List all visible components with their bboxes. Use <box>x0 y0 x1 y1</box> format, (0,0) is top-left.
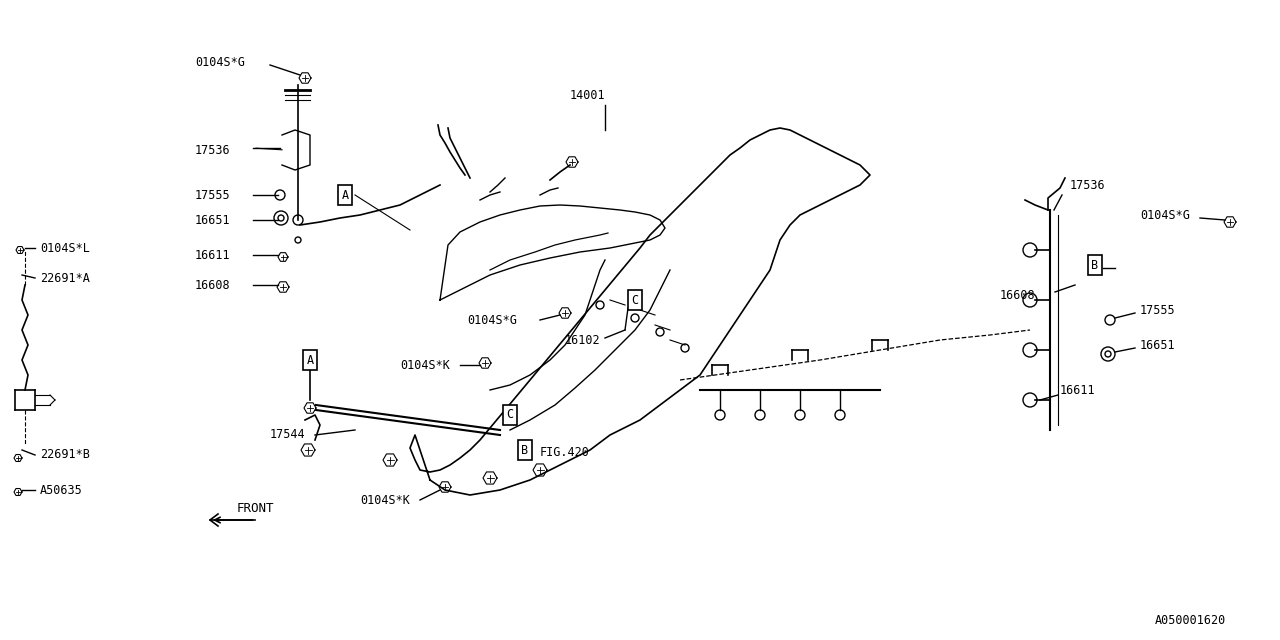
Text: 0104S*G: 0104S*G <box>1140 209 1190 221</box>
Text: FIG.420: FIG.420 <box>540 447 590 460</box>
Text: 16651: 16651 <box>1140 339 1175 351</box>
Text: A: A <box>306 353 314 367</box>
Text: 22691*B: 22691*B <box>40 449 90 461</box>
Text: 16611: 16611 <box>1060 383 1096 397</box>
Text: C: C <box>631 294 639 307</box>
Text: 22691*A: 22691*A <box>40 271 90 285</box>
Text: C: C <box>507 408 513 422</box>
Text: 0104S*L: 0104S*L <box>40 241 90 255</box>
Text: 17544: 17544 <box>270 429 306 442</box>
Text: 0104S*G: 0104S*G <box>195 56 244 68</box>
Text: 16651: 16651 <box>195 214 230 227</box>
Text: 0104S*G: 0104S*G <box>467 314 517 326</box>
Text: 16102: 16102 <box>564 333 600 346</box>
Text: 14001: 14001 <box>570 88 605 102</box>
Text: B: B <box>521 444 529 456</box>
Text: B: B <box>1092 259 1098 271</box>
Text: FRONT: FRONT <box>237 502 274 515</box>
Text: 17555: 17555 <box>1140 303 1175 317</box>
Text: 17536: 17536 <box>1070 179 1106 191</box>
Text: 16608: 16608 <box>1000 289 1036 301</box>
Text: 17536: 17536 <box>195 143 230 157</box>
Text: 0104S*K: 0104S*K <box>401 358 449 371</box>
Text: 16611: 16611 <box>195 248 230 262</box>
Text: A50635: A50635 <box>40 483 83 497</box>
Text: 17555: 17555 <box>195 189 230 202</box>
Text: 16608: 16608 <box>195 278 230 291</box>
Text: A: A <box>342 189 348 202</box>
Text: 0104S*K: 0104S*K <box>360 493 410 506</box>
Text: A050001620: A050001620 <box>1155 614 1226 627</box>
